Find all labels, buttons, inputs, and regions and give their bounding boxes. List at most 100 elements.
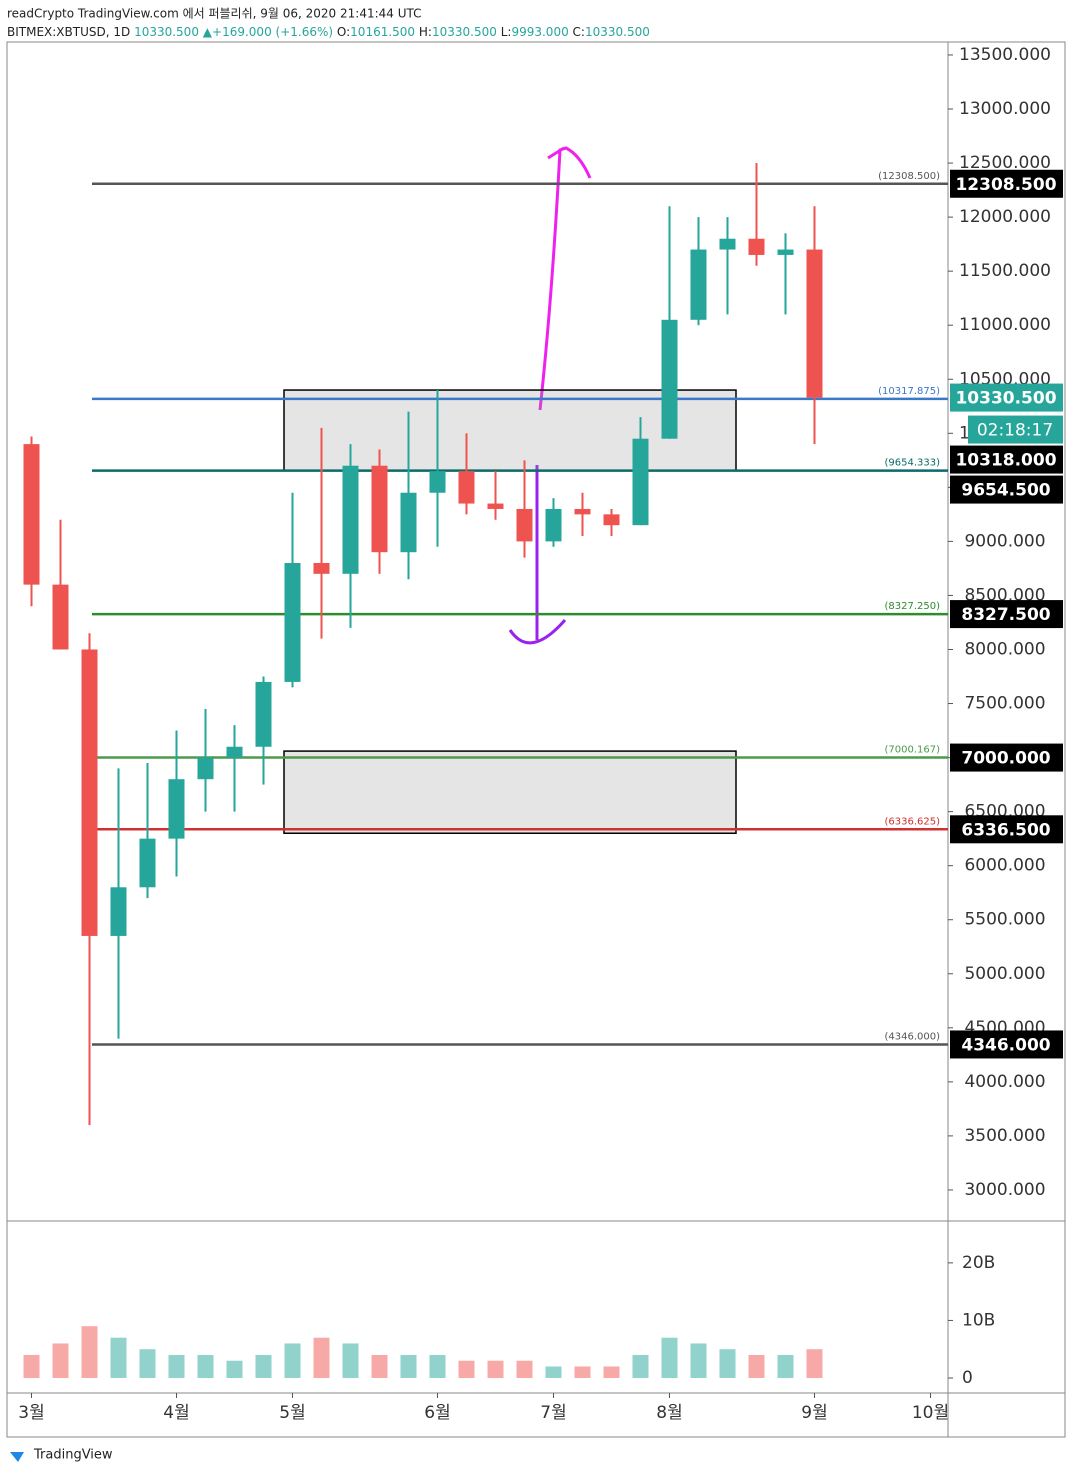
volume-bar: [197, 1354, 214, 1378]
y-tick-label: 6000.000: [964, 856, 1045, 876]
footer-brand: TradingView: [33, 1448, 113, 1463]
candle-body: [284, 563, 301, 682]
candle-body: [661, 319, 678, 439]
price-badge-label: 12308.500: [955, 175, 1056, 195]
volume-bar: [52, 1343, 69, 1378]
volume-bar: [458, 1360, 475, 1378]
volume-tick-label: 20B: [962, 1253, 995, 1273]
candle-body: [545, 508, 562, 542]
price-badge-label: 4346.000: [961, 1035, 1050, 1055]
candle-body: [690, 249, 707, 320]
candle-body: [574, 508, 591, 515]
level-label: (6336.625): [884, 816, 940, 827]
low: 9993.000: [511, 25, 568, 39]
volume-bar: [661, 1337, 678, 1378]
candle-body: [110, 887, 127, 936]
volume-bar: [313, 1337, 330, 1378]
change: ▲+169.000 (+1.66%): [203, 25, 333, 39]
volume-bar: [690, 1343, 707, 1378]
level-label: (12308.500): [878, 171, 940, 182]
volume-bar: [284, 1343, 301, 1378]
y-tick-label: 13500.000: [959, 45, 1051, 65]
y-tick-label: 3000.000: [964, 1180, 1045, 1200]
x-tick-label: 7월: [540, 1403, 566, 1423]
key: O:: [337, 25, 350, 39]
candle-body: [719, 238, 736, 250]
x-tick-label: 3월: [18, 1403, 44, 1423]
key: L:: [501, 25, 512, 39]
y-tick-label: 3500.000: [964, 1126, 1045, 1146]
volume-tick-label: 0: [962, 1368, 973, 1388]
zone: [283, 750, 737, 834]
volume-bar: [632, 1354, 649, 1378]
logo: [10, 1452, 24, 1462]
key: H:: [419, 25, 432, 39]
volume-bar: [400, 1354, 417, 1378]
candle-body: [139, 838, 156, 888]
level-label: (9654.333): [884, 458, 940, 469]
volume-bar: [806, 1349, 823, 1378]
y-tick-label: 12500.000: [959, 153, 1051, 173]
volume-bar: [603, 1366, 620, 1378]
key: C:: [573, 25, 585, 39]
y-tick-label: 13000.000: [959, 99, 1051, 119]
y-tick-label: 9000.000: [964, 531, 1045, 551]
price-badge: [950, 600, 1063, 629]
y-tick-label: 11500.000: [959, 261, 1051, 281]
volume-bar: [23, 1354, 40, 1378]
candle-body: [429, 471, 446, 493]
candle-body: [52, 584, 69, 650]
volume-bar: [777, 1354, 794, 1378]
x-tick-label: 8월: [656, 1403, 682, 1423]
volume-tick-label: 10B: [962, 1310, 995, 1330]
volume-bar: [226, 1360, 243, 1378]
candle-body: [400, 492, 417, 553]
candle-body: [516, 508, 533, 542]
y-tick-label: 5500.000: [964, 910, 1045, 930]
y-tick-label: 11000.000: [959, 315, 1051, 335]
level-label: (7000.167): [884, 745, 940, 756]
volume-bar: [139, 1349, 156, 1378]
candle-body: [632, 438, 649, 526]
last: 10330.500: [134, 25, 199, 39]
price-badge: [950, 815, 1063, 844]
x-tick-label: 6월: [424, 1403, 450, 1423]
y-tick-label: 7500.000: [964, 694, 1045, 714]
price-badge: [950, 743, 1063, 772]
price-badge: [950, 445, 1063, 474]
close: 10330.500: [585, 25, 650, 39]
countdown: 02:18:17: [977, 421, 1053, 441]
candle-body: [226, 746, 243, 758]
y-tick-label: 5000.000: [964, 964, 1045, 984]
candle-body: [23, 444, 40, 585]
volume-bar: [545, 1366, 562, 1378]
price-badge: [950, 383, 1063, 412]
volume-bar: [371, 1354, 388, 1378]
x-tick-label: 4월: [163, 1403, 189, 1423]
volume-bar: [342, 1343, 359, 1378]
volume-bar: [516, 1360, 533, 1378]
price-badge-label: 6336.500: [961, 820, 1050, 840]
price-badge-label: 9654.500: [961, 481, 1050, 501]
level-label: (8327.250): [884, 601, 940, 612]
annotation-arrow-up: [538, 146, 592, 411]
zone: [283, 389, 737, 472]
price-badge: [950, 475, 1063, 504]
volume-bar: [429, 1354, 446, 1378]
price-badge-label: 7000.000: [961, 749, 1050, 769]
candle-body: [81, 649, 98, 936]
level-label: (4346.000): [884, 1031, 940, 1042]
volume-bar: [748, 1354, 765, 1378]
annotation-arrow-down: [508, 465, 567, 645]
volume-bar: [255, 1354, 272, 1378]
price-badge-label: 10330.500: [955, 389, 1056, 409]
candle-body: [168, 779, 185, 839]
candle-body: [255, 681, 272, 747]
price-badge: [950, 169, 1063, 198]
candle-body: [458, 471, 475, 504]
candle-body: [313, 563, 330, 574]
y-tick-label: 12000.000: [959, 207, 1051, 227]
countdown-badge: [968, 415, 1063, 444]
header-line: readCrypto TradingView.com 에서 퍼블리쉬, 9월 0…: [7, 7, 422, 21]
frame: [6, 41, 1066, 1438]
